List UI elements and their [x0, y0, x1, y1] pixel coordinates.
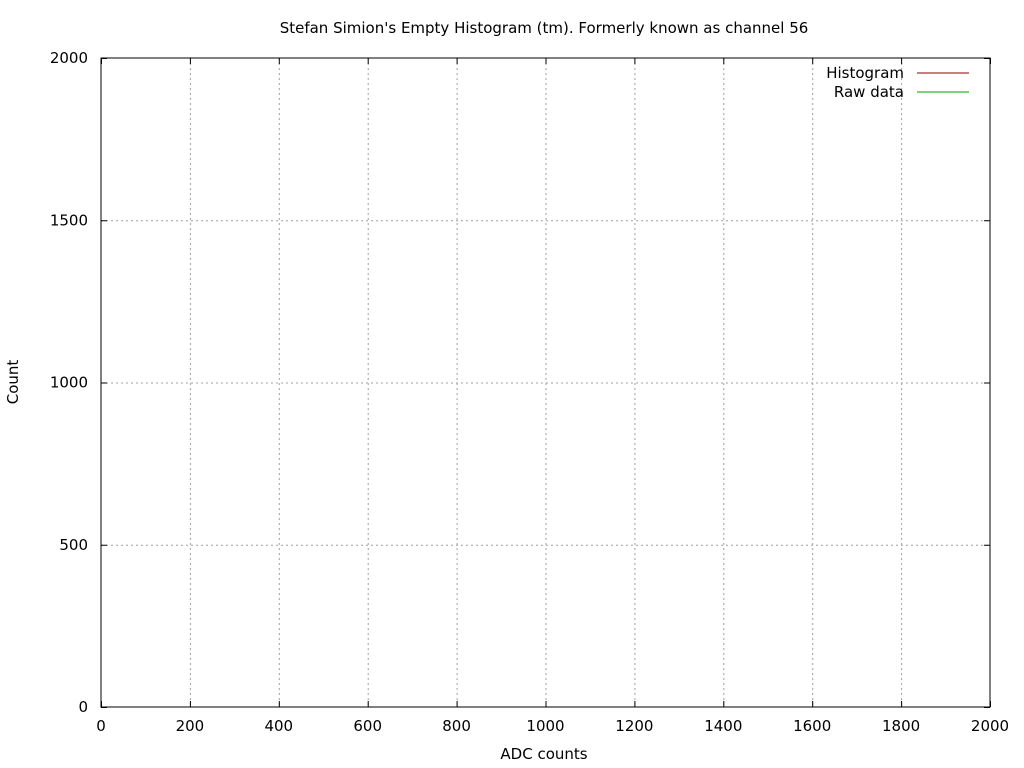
- x-tick-label: 1800: [882, 717, 920, 735]
- x-tick-label: 0: [96, 717, 106, 735]
- x-tick-label: 1600: [793, 717, 831, 735]
- y-tick-label: 2000: [50, 49, 88, 67]
- chart-title: Stefan Simion's Empty Histogram (tm). Fo…: [280, 19, 809, 37]
- grid: [101, 58, 990, 707]
- x-tick-label: 1000: [526, 717, 564, 735]
- y-tick-label: 1500: [50, 211, 88, 229]
- y-tick-label: 500: [59, 536, 88, 554]
- legend-label: Histogram: [826, 64, 904, 82]
- x-axis-label: ADC counts: [500, 745, 587, 763]
- x-tick-label: 800: [442, 717, 471, 735]
- legend-label: Raw data: [834, 83, 904, 101]
- tick-labels: 0 200 400 600 800 1000 1200 1400 1600 1800 2000 0 50…: [50, 49, 1009, 735]
- x-tick-label: 400: [264, 717, 293, 735]
- x-tick-label: 2000: [971, 717, 1009, 735]
- x-tick-label: 1400: [704, 717, 742, 735]
- ticks: [101, 58, 991, 708]
- y-axis-label: Count: [4, 360, 22, 405]
- y-tick-label: 1000: [50, 374, 88, 392]
- x-tick-label: 1200: [615, 717, 653, 735]
- x-tick-label: 200: [176, 717, 205, 735]
- y-tick-label: 0: [78, 698, 88, 716]
- x-tick-label: 600: [353, 717, 382, 735]
